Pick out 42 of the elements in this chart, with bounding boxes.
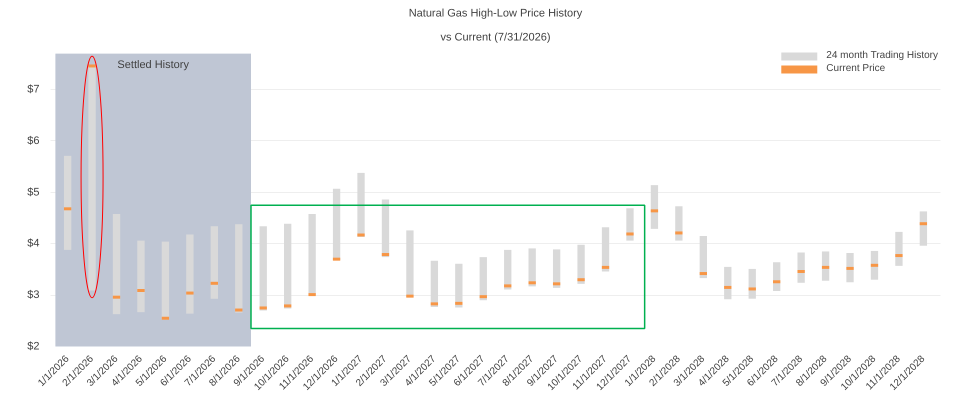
bar <box>577 244 585 284</box>
band-label: Settled History <box>117 58 190 71</box>
bar <box>235 224 242 313</box>
bar <box>162 242 170 320</box>
chart-subtitle: vs Current (7/31/2026) <box>440 32 551 44</box>
bar <box>284 224 292 308</box>
y-tick-label: $6 <box>27 134 40 147</box>
bar <box>308 214 316 296</box>
y-tick-label: $7 <box>27 84 40 96</box>
bar <box>895 232 903 266</box>
y-tick-label: $4 <box>27 238 40 250</box>
legend-label: Current Price <box>826 63 886 74</box>
bar <box>332 188 340 260</box>
bar <box>846 252 854 282</box>
bar <box>357 172 365 238</box>
bar <box>504 250 512 290</box>
bar <box>480 257 487 300</box>
bar <box>430 260 438 307</box>
bar <box>602 227 610 272</box>
chart-title: Natural Gas High-Low Price History <box>408 8 583 20</box>
bar <box>528 248 536 286</box>
bar <box>186 234 194 314</box>
legend-label: 24 month Trading History <box>826 50 938 61</box>
y-tick-label: $5 <box>27 186 40 198</box>
bar <box>455 264 462 308</box>
bar <box>64 156 72 250</box>
bar <box>137 240 145 312</box>
bar <box>797 252 805 283</box>
bar <box>210 226 218 299</box>
bar <box>112 214 120 314</box>
y-tick-label: $2 <box>27 340 40 352</box>
bar <box>406 230 414 298</box>
bar <box>260 226 267 311</box>
bar <box>650 185 658 229</box>
bar <box>382 200 390 258</box>
y-tick-label: $3 <box>27 289 40 302</box>
bar <box>724 266 732 300</box>
bar <box>88 66 96 290</box>
bar <box>700 236 707 278</box>
bar <box>822 251 830 281</box>
bar <box>552 249 560 288</box>
bar <box>748 268 756 299</box>
